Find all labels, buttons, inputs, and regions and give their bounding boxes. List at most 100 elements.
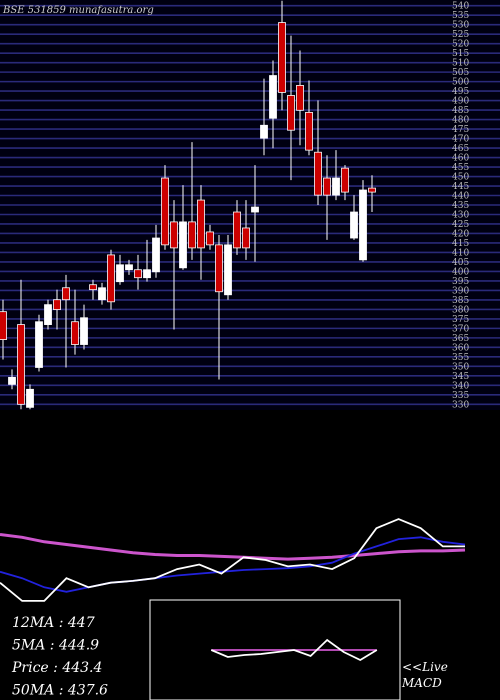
candle-body xyxy=(80,317,88,345)
y-tick-label: 475 xyxy=(452,125,469,135)
y-tick-label: 495 xyxy=(452,87,469,97)
candle-body xyxy=(116,264,124,283)
series-line xyxy=(0,533,466,561)
grid: 3303353403453503553603653703753803853903… xyxy=(0,2,500,410)
candle-body xyxy=(143,269,151,279)
candle-body xyxy=(287,95,295,131)
ma-label: Price : 443.4 xyxy=(11,660,102,676)
y-tick-label: 345 xyxy=(452,372,469,382)
y-tick-label: 490 xyxy=(452,97,469,107)
y-tick-label: 355 xyxy=(452,353,469,363)
candle-body xyxy=(233,211,241,249)
y-tick-label: 375 xyxy=(452,315,469,325)
y-tick-label: 505 xyxy=(452,68,469,78)
y-tick-label: 460 xyxy=(452,154,469,164)
candle-body xyxy=(332,177,340,196)
y-tick-label: 445 xyxy=(452,182,469,192)
y-tick-label: 400 xyxy=(452,267,469,277)
y-tick-label: 350 xyxy=(452,362,469,372)
y-tick-label: 395 xyxy=(452,277,469,287)
candle-body xyxy=(314,151,322,196)
candle-body xyxy=(305,111,313,151)
marks xyxy=(0,0,466,662)
candle-body xyxy=(71,321,79,345)
y-tick-label: 435 xyxy=(452,201,469,211)
y-tick-label: 450 xyxy=(452,173,469,183)
y-tick-label: 410 xyxy=(452,248,469,258)
candle-body xyxy=(152,237,160,273)
candle-body xyxy=(242,227,250,249)
candle-body xyxy=(125,264,133,271)
y-tick-label: 530 xyxy=(452,21,469,31)
candle-body xyxy=(206,231,214,246)
y-tick-label: 520 xyxy=(452,40,469,50)
candle-body xyxy=(269,75,277,119)
y-tick-label: 430 xyxy=(452,210,469,220)
y-tick-label: 340 xyxy=(452,381,469,391)
y-tick-label: 425 xyxy=(452,220,469,230)
y-tick-label: 510 xyxy=(452,59,469,69)
y-tick-label: 515 xyxy=(452,49,469,59)
candle-body xyxy=(350,211,358,239)
candle-body xyxy=(26,388,34,408)
candle-body xyxy=(0,311,7,340)
y-tick-label: 370 xyxy=(452,324,469,334)
series-line xyxy=(0,518,465,602)
y-tick-label: 335 xyxy=(452,391,469,401)
candle-body xyxy=(341,167,349,193)
ma-label: 12MA : 447 xyxy=(12,615,95,631)
y-tick-label: 385 xyxy=(452,296,469,306)
macd-label-part: MACD xyxy=(401,676,442,690)
candle-body xyxy=(368,187,376,193)
candle-body xyxy=(359,189,367,261)
y-tick-label: 540 xyxy=(452,2,469,12)
candle-body xyxy=(134,269,142,279)
y-tick-label: 420 xyxy=(452,229,469,239)
candle-body xyxy=(107,254,115,303)
candle-body xyxy=(197,199,205,249)
macd-frame xyxy=(149,599,401,700)
candle-body xyxy=(179,221,187,269)
y-tick-label: 485 xyxy=(452,106,469,116)
macd-label: <<Live MACD xyxy=(401,660,448,690)
candle-body xyxy=(278,22,286,93)
ma-label: 5MA : 444.9 xyxy=(12,638,99,654)
y-tick-label: 465 xyxy=(452,144,469,154)
candle-body xyxy=(296,85,304,111)
y-tick-label: 500 xyxy=(452,78,469,88)
candle-body xyxy=(215,244,223,293)
candle-body xyxy=(62,287,70,301)
candle-body xyxy=(251,206,259,213)
candle-body xyxy=(170,221,178,249)
y-tick-label: 415 xyxy=(452,239,469,249)
candle-body xyxy=(17,324,25,405)
ma-label: 50MA : 437.6 xyxy=(12,683,108,699)
y-tick-label: 380 xyxy=(452,305,469,315)
chart-title: BSE 531859 munafasutra.org xyxy=(2,5,154,16)
candle-body xyxy=(53,299,61,310)
candle-body xyxy=(8,376,16,385)
y-tick-label: 365 xyxy=(452,334,469,344)
candle-body xyxy=(224,244,232,296)
candle-body xyxy=(98,287,106,301)
macd-label-part: <<Live xyxy=(402,660,448,674)
y-tick-label: 330 xyxy=(452,400,469,410)
y-tick-label: 470 xyxy=(452,135,469,145)
candle-body xyxy=(161,177,169,246)
y-tick-label: 455 xyxy=(452,163,469,173)
y-tick-label: 390 xyxy=(452,286,469,296)
candle-body xyxy=(89,284,97,291)
candle-body xyxy=(188,221,196,249)
y-tick-label: 535 xyxy=(452,11,469,21)
y-tick-label: 360 xyxy=(452,343,469,353)
series-line xyxy=(210,638,378,662)
series-line xyxy=(0,536,466,593)
candle-body xyxy=(44,304,52,325)
candle-body xyxy=(260,124,268,139)
y-tick-label: 405 xyxy=(452,258,469,268)
y-tick-label: 480 xyxy=(452,116,469,126)
candle-body xyxy=(35,321,43,368)
y-tick-label: 440 xyxy=(452,192,469,202)
candle-body xyxy=(323,177,331,196)
